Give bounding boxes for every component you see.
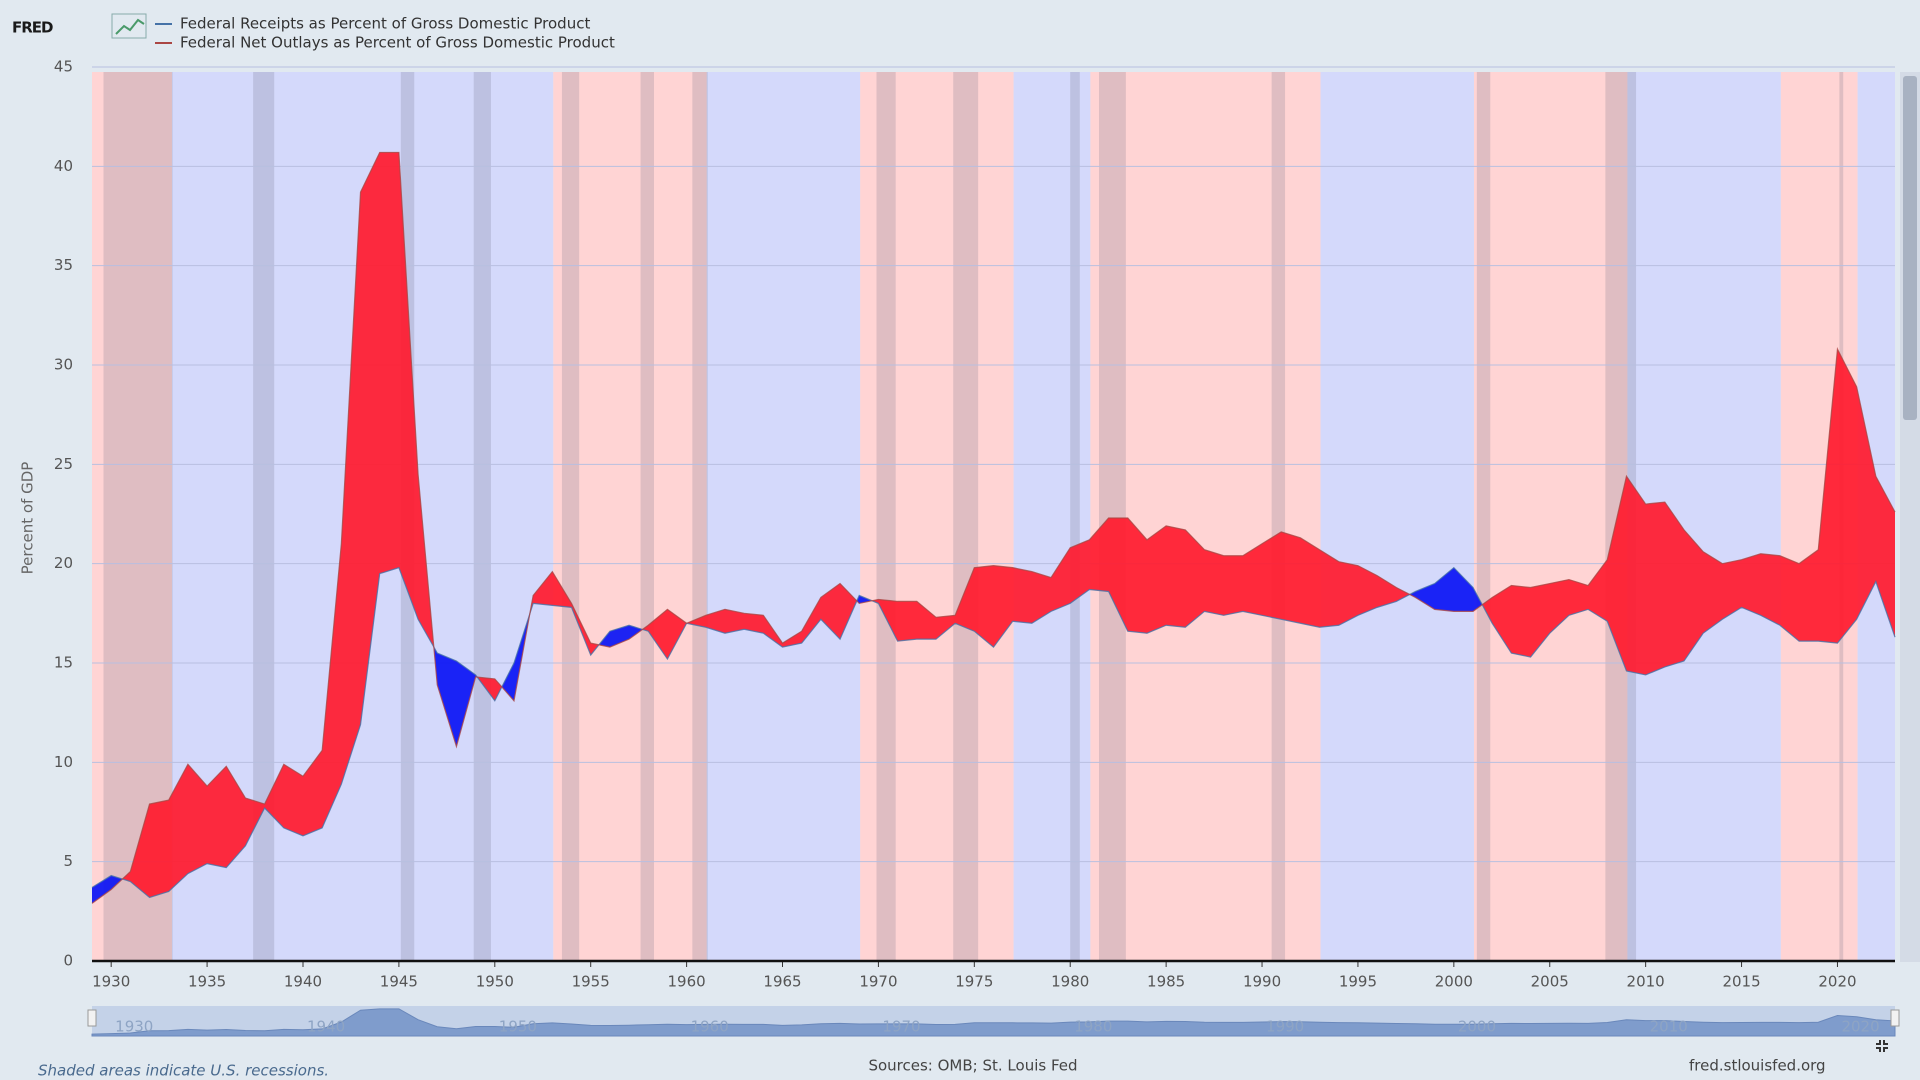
x-tick-label: 1935 [188,973,226,991]
y-tick-label: 10 [54,753,73,771]
y-tick-label: 5 [63,852,73,870]
navigator-tick-label: 1960 [691,1018,729,1036]
recession-band [1098,72,1126,961]
period-shading [860,72,1014,961]
deficit-area [122,152,434,898]
logo: FRED [12,19,53,37]
x-tick-label: 1995 [1339,973,1377,991]
series-line [91,566,1896,899]
navigator-tick-label: 2020 [1841,1018,1879,1036]
recession-band [1271,72,1286,961]
navigator-area [91,1008,1896,1037]
recession-band [561,72,580,961]
period-shading [1473,72,1628,961]
surplus-area [501,613,530,701]
recession-band [692,72,708,961]
y-tick-label: 30 [54,356,73,374]
source: Sources: OMB; St. Louis Fed [868,1057,1077,1075]
x-tick-label: 1930 [92,973,130,991]
x-tick-label: 2010 [1627,973,1665,991]
y-tick-label: 15 [54,654,73,672]
navigator-handle[interactable] [1890,1009,1900,1027]
scrollbar-thumb[interactable] [1903,76,1917,420]
surplus-area [92,875,123,904]
period-shading [1320,72,1474,961]
recession-band [876,72,896,961]
fullscreen-icon[interactable] [1876,1040,1888,1052]
legend-label: Federal Net Outlays as Percent of Gross … [180,34,615,52]
deficit-area [642,583,857,660]
x-tick-label: 1960 [668,973,706,991]
x-tick-label: 2015 [1722,973,1760,991]
deficit-area [872,517,1410,648]
y-tick-label: 45 [54,58,73,76]
navigator-tick-label: 1980 [1074,1018,1112,1036]
navigator-tick-label: 1970 [882,1018,920,1036]
recession-band [1070,72,1080,961]
deficit-area [477,677,502,701]
period-shading [553,72,707,961]
plot-area [91,66,1896,967]
y-tick-label: 0 [63,952,73,970]
period-shading [1013,72,1091,961]
navigator-tick-label: 2000 [1458,1018,1496,1036]
y-tick-label: 20 [54,554,73,572]
deficit-area [529,571,599,656]
x-tick-label: 1970 [859,973,897,991]
series-line [91,151,1896,904]
deficit-area [1482,349,1895,675]
y-tick-label: 25 [54,455,73,473]
navigator-tick-label: 1950 [499,1018,537,1036]
navigator-handle[interactable] [87,1009,97,1027]
recession-band [473,72,491,961]
y-tick-label: 40 [54,157,73,175]
x-tick-label: 1940 [284,973,322,991]
x-tick-label: 1985 [1147,973,1185,991]
recession-band [640,72,654,961]
y-axis-label: Percent of GDP [19,462,37,575]
period-shading [706,72,861,961]
x-tick-label: 2000 [1435,973,1473,991]
x-tick-label: 1965 [763,973,801,991]
site-link[interactable]: fred.stlouisfed.org [1689,1057,1826,1075]
x-tick-label: 1950 [476,973,514,991]
x-tick-label: 1975 [955,973,993,991]
x-tick-label: 1945 [380,973,418,991]
x-tick-label: 2005 [1531,973,1569,991]
x-tick-label: 1955 [572,973,610,991]
x-tick-label: 1990 [1243,973,1281,991]
navigator-tick-label: 2010 [1650,1018,1688,1036]
recession-note: Shaded areas indicate U.S. recessions. [38,1062,329,1080]
logo-icon [115,18,145,35]
x-tick-label: 1980 [1051,973,1089,991]
recession-band [1476,72,1491,961]
navigator-tick-label: 1930 [115,1018,153,1036]
period-shading [1090,72,1321,961]
x-tick-label: 2020 [1818,973,1856,991]
surplus-area [433,647,478,747]
navigator-tick-label: 1990 [1266,1018,1304,1036]
navigator-tick-label: 1940 [307,1018,345,1036]
recession-band [253,72,275,961]
logo-frame [111,13,147,39]
legend-label: Federal Receipts as Percent of Gross Dom… [180,15,590,33]
surplus-area [598,625,643,648]
recession-band [953,72,979,961]
y-tick-label: 35 [54,256,73,274]
